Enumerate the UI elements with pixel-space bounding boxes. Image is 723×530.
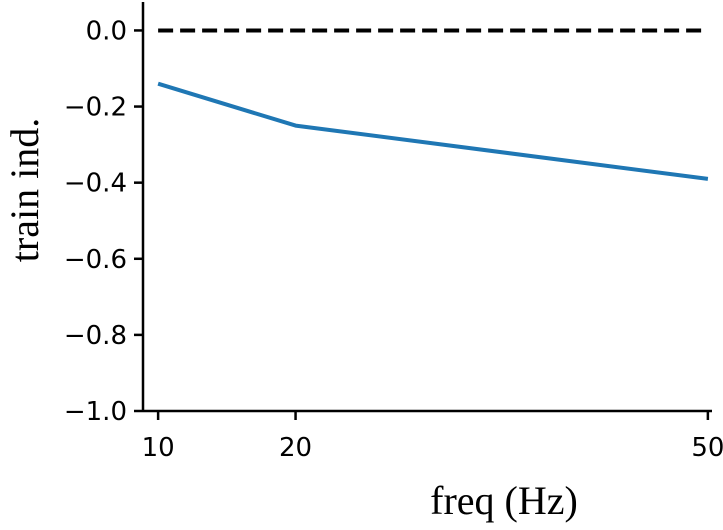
x-ticks: 10 20 50 [142, 411, 723, 463]
plot-lines [157, 28, 709, 181]
y-tick-label: 0.0 [86, 16, 127, 46]
y-tick-label: −0.2 [64, 93, 127, 123]
y-axis-title: train ind. [2, 118, 47, 262]
x-axis-title: freq (Hz) [430, 478, 578, 523]
axes [141, 2, 712, 413]
y-tick-label: −1.0 [64, 397, 127, 427]
y-tick-label: −0.4 [64, 169, 127, 199]
y-ticks: 0.0 −0.2 −0.4 −0.6 −0.8 −1.0 [64, 16, 143, 427]
series-line-0 [157, 81, 709, 181]
x-tick-label: 10 [142, 433, 175, 463]
y-tick-label: −0.6 [64, 245, 127, 275]
x-tick-label: 50 [691, 433, 723, 463]
y-tick-label: −0.8 [64, 321, 127, 351]
x-tick-label: 20 [279, 433, 312, 463]
